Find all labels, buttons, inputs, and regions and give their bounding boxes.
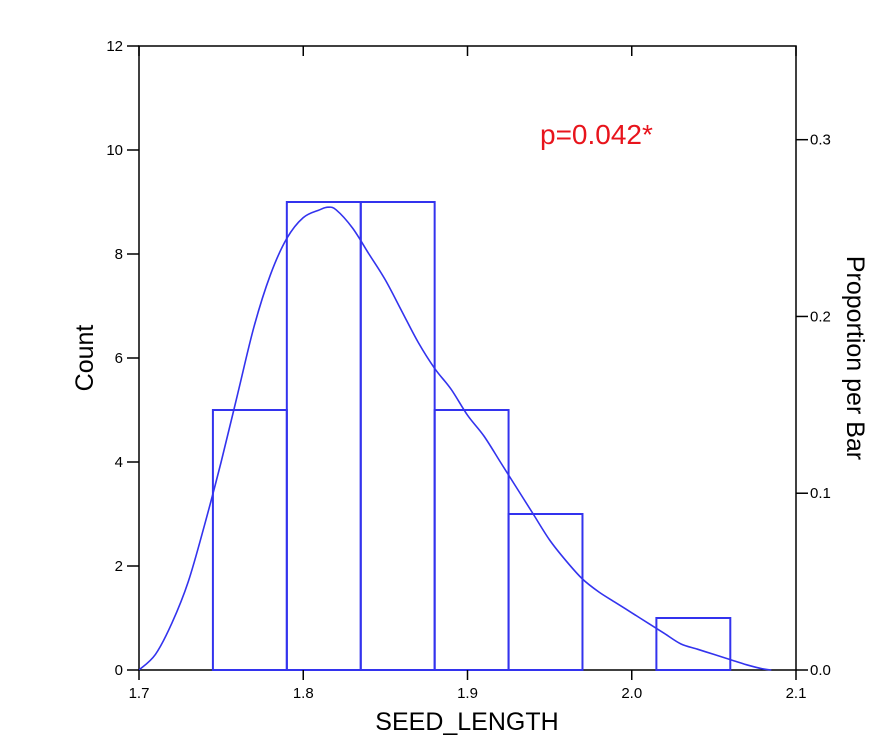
y2-tick-label: 0.0 bbox=[810, 662, 831, 679]
histogram-bar bbox=[507, 513, 584, 671]
y2-tick-label: 0.1 bbox=[810, 485, 831, 502]
histogram-bar bbox=[285, 201, 362, 671]
y-tick-label: 4 bbox=[115, 454, 123, 471]
x-tick-label: 1.7 bbox=[129, 685, 150, 702]
y-tick-label: 6 bbox=[115, 350, 123, 367]
axes-ticks: 0 2 4 6 8 10 12 0.0 0.1 0.2 0.3 1.7 1.8 1.9 2.0 2.1 bbox=[106, 38, 831, 702]
plot-frame bbox=[138, 45, 797, 671]
histogram-bar bbox=[655, 617, 732, 671]
density-curve bbox=[138, 206, 772, 671]
y-tick-label: 0 bbox=[115, 662, 123, 679]
histogram-bar bbox=[359, 201, 436, 671]
p-value-annotation: p=0.042* bbox=[540, 119, 653, 150]
y-tick-label: 12 bbox=[106, 38, 123, 55]
x-tick-label: 1.8 bbox=[293, 685, 314, 702]
x-axis-title: SEED_LENGTH bbox=[375, 708, 558, 736]
y2-axis-title: Proportion per Bar bbox=[841, 256, 869, 460]
x-tick-label: 2.1 bbox=[786, 685, 807, 702]
x-tick-label: 1.9 bbox=[457, 685, 478, 702]
y-tick-label: 2 bbox=[115, 558, 123, 575]
x-tick-label: 2.0 bbox=[621, 685, 642, 702]
y2-tick-label: 0.3 bbox=[810, 132, 831, 149]
y-tick-label: 10 bbox=[106, 142, 123, 159]
y-tick-label: 8 bbox=[115, 246, 123, 263]
histogram-bar bbox=[433, 409, 510, 671]
y-axis-title: Count bbox=[71, 325, 99, 392]
histogram-bars bbox=[211, 201, 732, 671]
y2-tick-label: 0.2 bbox=[810, 308, 831, 325]
